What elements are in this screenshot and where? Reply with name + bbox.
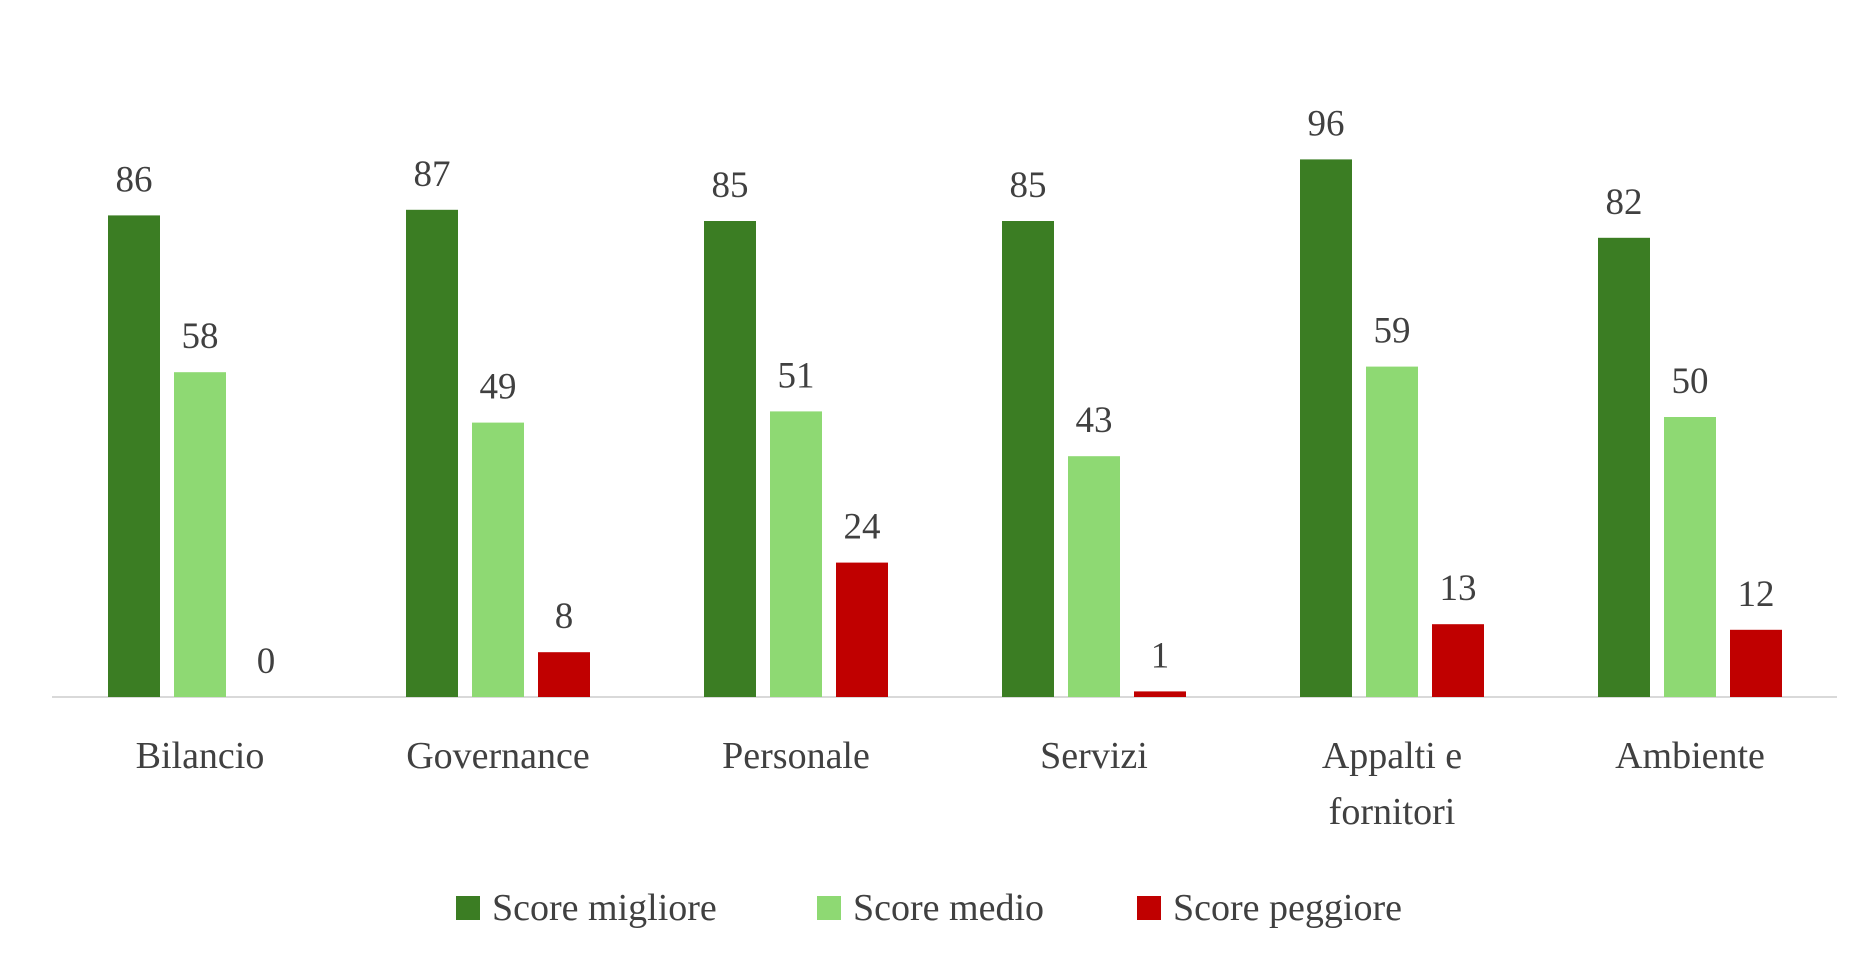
data-label-score-peggiore-5: 12 — [1738, 574, 1775, 615]
bar-score-medio-2 — [770, 411, 822, 697]
bars-layer — [108, 159, 1782, 698]
legend-swatch-score-peggiore — [1137, 896, 1161, 920]
category-labels-layer: Bilancio Governance Personale Servizi Appalt… — [136, 735, 1765, 833]
bar-score-medio-1 — [472, 422, 524, 697]
legend-swatch-score-migliore — [456, 896, 480, 920]
bar-score-medio-5 — [1664, 417, 1716, 697]
data-labels-layer: 86 58 0 87 49 8 85 51 24 85 43 1 96 59 13 82 50 12 — [116, 103, 1775, 682]
data-label-score-migliore-3: 85 — [1010, 165, 1047, 206]
data-label-score-migliore-4: 96 — [1308, 103, 1345, 144]
legend-swatch-score-medio — [817, 896, 841, 920]
bar-score-medio-4 — [1366, 366, 1418, 697]
bar-score-medio-3 — [1068, 456, 1120, 697]
bar-score-migliore-4 — [1300, 159, 1352, 697]
category-label-2: Personale — [722, 735, 870, 777]
bar-score-peggiore-2 — [836, 562, 888, 697]
legend-label-score-migliore: Score migliore — [492, 887, 717, 929]
data-label-score-medio-2: 51 — [778, 355, 815, 396]
legend: Score migliore Score medio Score peggiore — [456, 887, 1402, 929]
bar-score-migliore-5 — [1598, 237, 1650, 698]
category-label-0: Bilancio — [136, 735, 265, 777]
data-label-score-migliore-1: 87 — [414, 154, 451, 195]
bar-score-migliore-0 — [108, 215, 160, 697]
data-label-score-medio-5: 50 — [1672, 361, 1709, 402]
bar-score-medio-0 — [174, 372, 226, 697]
bar-score-migliore-2 — [704, 221, 756, 697]
category-label-1: Governance — [406, 735, 590, 777]
category-label-4: Appalti e — [1322, 735, 1462, 777]
data-label-score-medio-0: 58 — [182, 316, 219, 357]
data-label-score-peggiore-1: 8 — [555, 596, 574, 637]
data-label-score-peggiore-4: 13 — [1440, 568, 1477, 609]
data-label-score-medio-4: 59 — [1374, 311, 1411, 352]
data-label-score-migliore-0: 86 — [116, 159, 153, 200]
data-label-score-migliore-5: 82 — [1606, 182, 1643, 223]
bar-score-peggiore-3 — [1134, 691, 1186, 697]
data-label-score-peggiore-0: 0 — [257, 641, 276, 682]
legend-label-score-medio: Score medio — [853, 887, 1044, 929]
data-label-score-medio-3: 43 — [1076, 400, 1113, 441]
bar-score-migliore-3 — [1002, 221, 1054, 697]
bar-score-migliore-1 — [406, 209, 458, 698]
data-label-score-medio-1: 49 — [480, 367, 517, 408]
data-label-score-peggiore-3: 1 — [1151, 635, 1170, 676]
data-label-score-migliore-2: 85 — [712, 165, 749, 206]
bar-score-peggiore-4 — [1432, 624, 1484, 697]
data-label-score-peggiore-2: 24 — [844, 507, 881, 548]
category-label-4: fornitori — [1329, 791, 1456, 833]
legend-label-score-peggiore: Score peggiore — [1173, 887, 1402, 929]
bar-score-peggiore-5 — [1730, 629, 1782, 697]
bar-score-peggiore-1 — [538, 652, 590, 697]
category-label-5: Ambiente — [1615, 735, 1765, 777]
category-label-3: Servizi — [1040, 735, 1148, 777]
